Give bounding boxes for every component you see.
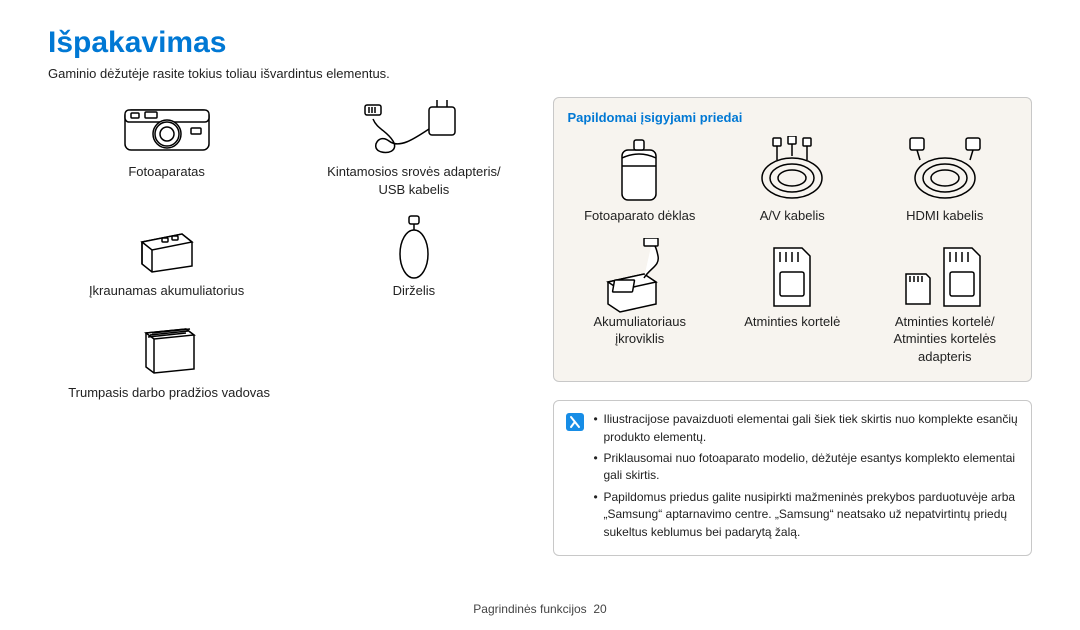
page-footer: Pagrindinės funkcijos 20: [0, 602, 1080, 616]
item-manual: Trumpasis darbo pradžios vadovas: [48, 318, 290, 402]
included-items: Fotoaparatas Kintamosios srovės a: [48, 97, 533, 556]
acc-av-cable: A/V kabelis: [720, 135, 865, 225]
notes-list: Iliustracijose pavaizduoti elementai gal…: [594, 411, 1020, 545]
acc-case: Fotoaparato dėklas: [568, 135, 713, 225]
accessories-box: Papildomai įsigyjami priedai Fotoaparato…: [553, 97, 1033, 382]
note-item: Iliustracijose pavaizduoti elementai gal…: [594, 411, 1020, 446]
acc-memory-card: Atminties kortelė: [720, 241, 865, 366]
acc-label: HDMI kabelis: [873, 207, 1018, 225]
item-label: Kintamosios srovės adapteris/ USB kabeli…: [295, 163, 532, 198]
case-icon: [568, 135, 713, 207]
acc-charger: Akumuliatoriaus įkroviklis: [568, 241, 713, 366]
acc-label: Atminties kortelė/ Atminties kortelės ad…: [873, 313, 1018, 366]
charger-icon: [568, 241, 713, 313]
item-label: Dirželis: [295, 282, 532, 300]
item-adapter: Kintamosios srovės adapteris/ USB kabeli…: [295, 97, 532, 198]
page-title: Išpakavimas: [48, 26, 1032, 60]
info-icon: [566, 413, 584, 431]
note-item: Papildomus priedus galite nusipirkti maž…: [594, 489, 1020, 541]
item-battery: Įkraunamas akumuliatorius: [48, 216, 285, 300]
acc-label: A/V kabelis: [720, 207, 865, 225]
item-strap: Dirželis: [295, 216, 532, 300]
sd-card-icon: [720, 241, 865, 313]
sd-adapter-icon: [873, 241, 1018, 313]
camera-icon: [48, 97, 285, 163]
adapter-icon: [295, 97, 532, 163]
item-camera: Fotoaparatas: [48, 97, 285, 198]
battery-icon: [48, 216, 285, 282]
note-item: Priklausomai nuo fotoaparato modelio, dė…: [594, 450, 1020, 485]
acc-label: Akumuliatoriaus įkroviklis: [568, 313, 713, 348]
manual-icon: [48, 318, 290, 384]
page-subtitle: Gaminio dėžutėje rasite tokius toliau iš…: [48, 66, 1032, 81]
hdmi-cable-icon: [873, 135, 1018, 207]
av-cable-icon: [720, 135, 865, 207]
footer-page-number: 20: [593, 602, 606, 616]
acc-label: Atminties kortelė: [720, 313, 865, 331]
acc-memory-card-adapter: Atminties kortelė/ Atminties kortelės ad…: [873, 241, 1018, 366]
acc-hdmi-cable: HDMI kabelis: [873, 135, 1018, 225]
item-label: Įkraunamas akumuliatorius: [48, 282, 285, 300]
accessories-title: Papildomai įsigyjami priedai: [568, 110, 1018, 125]
acc-label: Fotoaparato dėklas: [568, 207, 713, 225]
notes-box: Iliustracijose pavaizduoti elementai gal…: [553, 400, 1033, 556]
strap-icon: [295, 216, 532, 282]
item-label: Trumpasis darbo pradžios vadovas: [48, 384, 290, 402]
item-label: Fotoaparatas: [48, 163, 285, 181]
footer-section: Pagrindinės funkcijos: [473, 602, 586, 616]
